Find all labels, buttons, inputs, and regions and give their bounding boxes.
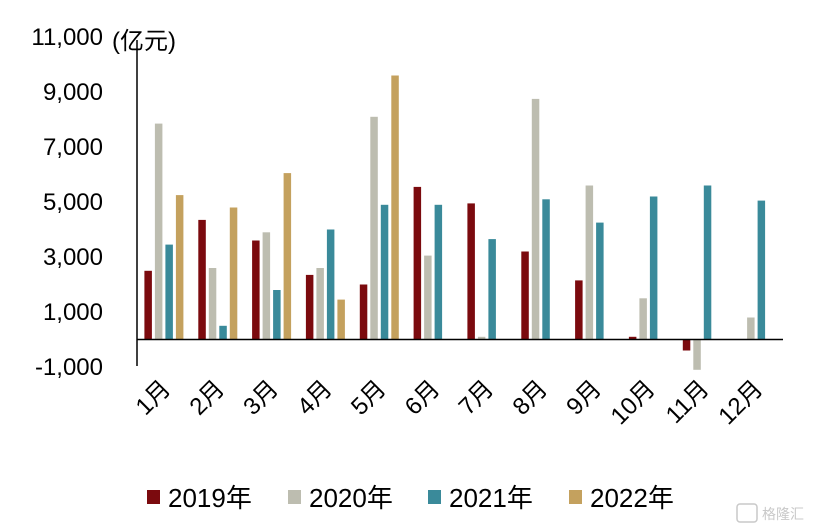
bar-2019年-4月 (305, 274, 314, 340)
x-tick-label: 1月 (131, 375, 177, 421)
bar-2020年-8月 (531, 98, 540, 340)
bar-2020年-9月 (585, 185, 594, 340)
bar-2021年-9月 (596, 222, 604, 340)
bar-2020年-5月 (370, 116, 378, 340)
legend-label: 2022年 (590, 483, 674, 513)
bar-2021年-12月 (757, 200, 766, 340)
y-tick-label: 5,000 (43, 189, 103, 216)
x-tick-label: 5月 (346, 375, 392, 421)
bar-2021年-5月 (380, 204, 389, 340)
x-tick-label: 11月 (661, 375, 715, 429)
bar-2022年-1月 (175, 195, 184, 340)
watermark-text: 格隆汇 (762, 506, 804, 522)
bar-2020年-6月 (424, 255, 432, 340)
bar-2021年-4月 (326, 229, 335, 340)
x-tick-label: 6月 (400, 375, 446, 421)
bar-2022年-2月 (229, 207, 238, 340)
bar-2019年-5月 (359, 284, 368, 340)
bar-2019年-10月 (628, 336, 637, 340)
y-axis-unit: (亿元) (112, 28, 176, 55)
legend-label: 2020年 (309, 483, 393, 513)
bar-2019年-6月 (413, 186, 422, 340)
bar-2019年-8月 (521, 251, 529, 340)
x-tick-label: 2月 (184, 375, 230, 421)
legend: 2019年 2020年 2021年 2022年 (147, 483, 674, 513)
bar-2021年-7月 (488, 239, 496, 340)
bar-marks (144, 75, 766, 370)
y-tick-label: 7,000 (43, 134, 103, 161)
y-tick-label: -1,000 (35, 354, 103, 381)
bar-2021年-2月 (219, 325, 227, 340)
bar-2019年-1月 (144, 270, 152, 340)
x-tick-label: 4月 (292, 375, 338, 421)
bar-2021年-6月 (434, 204, 443, 340)
bar-2020年-2月 (208, 268, 217, 340)
bar-2021年-3月 (273, 290, 281, 340)
bar-2019年-7月 (467, 203, 475, 340)
bar-2022年-5月 (391, 75, 399, 340)
y-tick-label: 11,000 (31, 24, 103, 51)
bar-2022年-3月 (283, 173, 292, 340)
x-tick-label: 9月 (561, 375, 607, 421)
bar-2021年-11月 (703, 185, 712, 340)
bar-2021年-8月 (542, 199, 550, 340)
x-tick-label: 3月 (238, 375, 284, 421)
bar-2021年-10月 (649, 196, 658, 340)
watermark: 格隆汇 (736, 503, 804, 523)
bar-2020年-4月 (316, 268, 324, 340)
bar-2020年-10月 (639, 298, 647, 340)
bar-2019年-9月 (575, 280, 583, 340)
legend-label: 2019年 (168, 483, 252, 513)
bar-2022年-4月 (337, 299, 345, 340)
y-tick-label: 3,000 (43, 244, 103, 271)
bar-2020年-11月 (693, 339, 701, 370)
y-axis-ticks: 11,000 9,000 7,000 5,000 3,000 1,000 -1,000 (31, 24, 103, 381)
x-tick-label: 8月 (507, 375, 553, 421)
bar-2019年-2月 (198, 219, 206, 340)
legend-swatch (569, 490, 582, 504)
legend-swatch (147, 490, 160, 504)
x-tick-label: 10月 (606, 375, 661, 430)
x-tick-label: 7月 (454, 375, 500, 421)
legend-label: 2021年 (449, 483, 533, 513)
legend-swatch (288, 490, 301, 504)
bar-2020年-3月 (262, 232, 271, 340)
y-tick-label: 1,000 (43, 299, 103, 326)
x-tick-label: 12月 (713, 375, 768, 430)
bar-2020年-7月 (477, 336, 486, 340)
bar-2020年-1月 (154, 123, 163, 340)
bar-2019年-3月 (252, 240, 260, 340)
bar-2019年-11月 (682, 339, 691, 351)
bar-2020年-12月 (747, 317, 755, 340)
y-tick-label: 9,000 (43, 79, 103, 106)
watermark-logo-icon (736, 503, 758, 523)
legend-swatch (428, 490, 441, 504)
bar-2021年-1月 (165, 244, 173, 340)
